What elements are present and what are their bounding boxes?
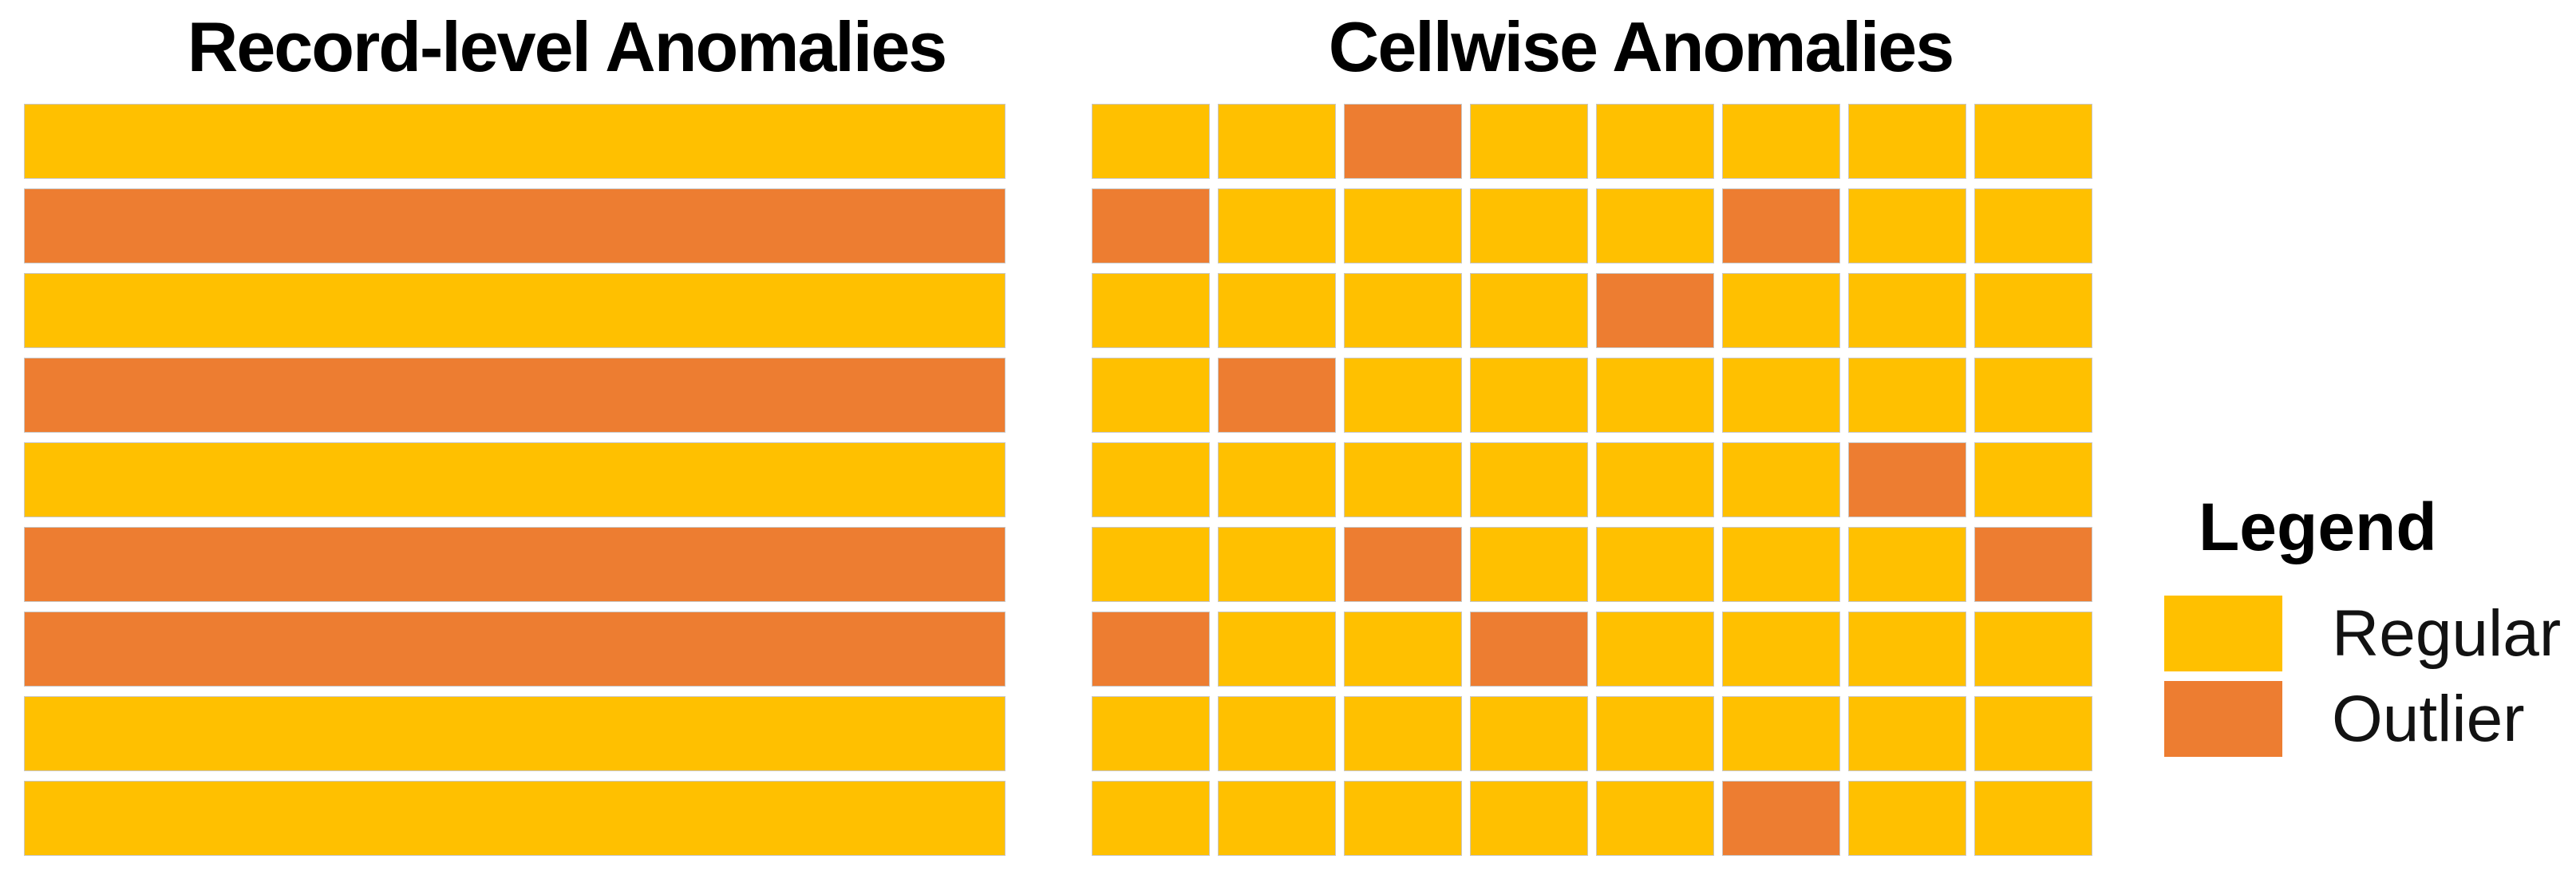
grid-cell-regular [1848, 273, 1966, 348]
grid-cell-regular [1470, 781, 1588, 856]
grid-cell-regular [1848, 527, 1966, 602]
record-bar-regular [24, 442, 1006, 517]
grid-cell-regular [1470, 527, 1588, 602]
grid-cell-regular [1596, 612, 1714, 687]
grid-cell-regular [1722, 442, 1840, 517]
cellwise-panel-title: Cellwise Anomalies [1328, 7, 1954, 86]
grid-cell-regular [1722, 273, 1840, 348]
grid-cell-regular [1218, 781, 1336, 856]
grid-cell-regular [1596, 358, 1714, 433]
grid-cell-regular [1218, 273, 1336, 348]
grid-cell-regular [1596, 696, 1714, 771]
grid-cell-regular [1092, 273, 1210, 348]
grid-cell-regular [1218, 612, 1336, 687]
legend-item-regular: Regular [2164, 596, 2576, 671]
grid-cell-regular [1974, 442, 2092, 517]
grid-cell-regular [1218, 527, 1336, 602]
grid-cell-outlier [1092, 188, 1210, 263]
grid-cell-regular [1722, 527, 1840, 602]
record-bars [24, 104, 1006, 856]
grid-cell-outlier [1092, 612, 1210, 687]
grid-cell-regular [1092, 696, 1210, 771]
grid-cell-regular [1470, 696, 1588, 771]
grid-cell-regular [1092, 442, 1210, 517]
record-bar-outlier [24, 358, 1006, 433]
grid-cell-regular [1722, 696, 1840, 771]
grid-cell-regular [1848, 104, 1966, 179]
grid-cell-regular [1974, 696, 2092, 771]
grid-cell-regular [1974, 781, 2092, 856]
grid-cell-regular [1848, 612, 1966, 687]
grid-cell-regular [1470, 273, 1588, 348]
legend-title: Legend [2199, 489, 2437, 564]
grid-cell-outlier [1218, 358, 1336, 433]
grid-cell-regular [1470, 358, 1588, 433]
grid-cell-regular [1218, 696, 1336, 771]
record-bar-regular [24, 104, 1006, 179]
legend-items: Regular Outlier [2164, 596, 2576, 757]
grid-cell-regular [1596, 188, 1714, 263]
record-bar-regular [24, 781, 1006, 856]
regular-swatch [2164, 596, 2282, 671]
record-bar-outlier [24, 527, 1006, 602]
legend: Legend Regular Outlier [2164, 493, 2576, 757]
grid-cell-regular [1344, 358, 1462, 433]
grid-cell-regular [1218, 188, 1336, 263]
grid-cell-regular [1344, 188, 1462, 263]
grid-cell-regular [1218, 104, 1336, 179]
grid-cell-regular [1974, 612, 2092, 687]
grid-cell-regular [1722, 104, 1840, 179]
grid-cell-regular [1596, 527, 1714, 602]
grid-cell-regular [1848, 358, 1966, 433]
grid-cell-regular [1470, 104, 1588, 179]
grid-cell-regular [1974, 358, 2092, 433]
grid-cell-outlier [1344, 527, 1462, 602]
record-panel-title: Record-level Anomalies [187, 7, 947, 86]
grid-cell-regular [1218, 442, 1336, 517]
grid-cell-outlier [1722, 188, 1840, 263]
grid-cell-regular [1092, 527, 1210, 602]
grid-cell-outlier [1596, 273, 1714, 348]
grid-cell-regular [1092, 781, 1210, 856]
grid-cell-outlier [1470, 612, 1588, 687]
record-bar-regular [24, 273, 1006, 348]
grid-cell-regular [1722, 358, 1840, 433]
grid-cell-outlier [1344, 104, 1462, 179]
grid-cell-outlier [1848, 442, 1966, 517]
grid-cell-regular [1848, 781, 1966, 856]
grid-cell-regular [1848, 696, 1966, 771]
grid-cell-regular [1596, 781, 1714, 856]
grid-cell-regular [1596, 104, 1714, 179]
grid-cell-outlier [1974, 527, 2092, 602]
grid-cell-regular [1344, 273, 1462, 348]
grid-cell-outlier [1722, 781, 1840, 856]
grid-cell-regular [1974, 273, 2092, 348]
grid-cell-regular [1596, 442, 1714, 517]
record-bar-outlier [24, 612, 1006, 687]
record-bar-regular [24, 696, 1006, 771]
grid-cell-regular [1470, 188, 1588, 263]
grid-cell-regular [1974, 188, 2092, 263]
grid-cell-regular [1344, 442, 1462, 517]
grid-cell-regular [1974, 104, 2092, 179]
record-bar-outlier [24, 188, 1006, 263]
grid-cell-regular [1092, 104, 1210, 179]
grid-cell-regular [1344, 696, 1462, 771]
cell-grid [1092, 104, 2092, 856]
grid-cell-regular [1722, 612, 1840, 687]
grid-cell-regular [1344, 781, 1462, 856]
grid-cell-regular [1470, 442, 1588, 517]
grid-cell-regular [1092, 358, 1210, 433]
grid-cell-regular [1848, 188, 1966, 263]
legend-label-outlier: Outlier [2332, 683, 2525, 755]
legend-item-outlier: Outlier [2164, 681, 2576, 757]
legend-label-regular: Regular [2332, 597, 2562, 670]
outlier-swatch [2164, 681, 2282, 757]
grid-cell-regular [1344, 612, 1462, 687]
